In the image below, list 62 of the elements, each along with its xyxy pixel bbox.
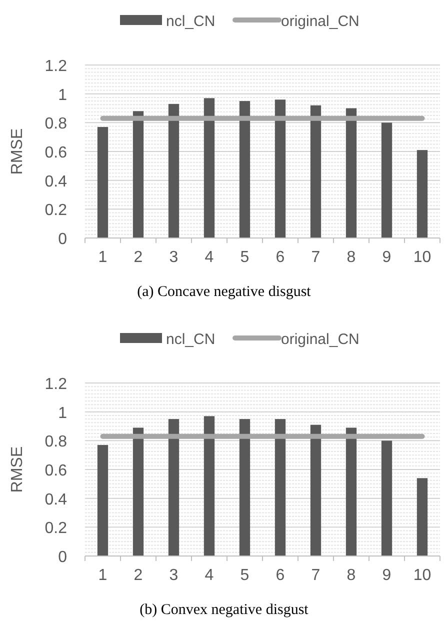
x-tick-label: 9: [382, 567, 392, 584]
legend-label: original_CN: [281, 331, 360, 348]
bar: [310, 105, 322, 238]
y-tick-label: 1: [58, 86, 68, 104]
x-tick-label: 2: [134, 249, 143, 266]
y-tick-label: 1: [58, 404, 68, 422]
y-tick-label: 0.6: [44, 144, 68, 162]
x-tick-label: 2: [134, 567, 143, 584]
y-axis-title: RMSE: [9, 446, 26, 493]
bar: [416, 478, 428, 556]
y-tick-label: 1.2: [44, 376, 68, 393]
x-tick-label: 3: [169, 249, 178, 266]
y-tick-label: 1.2: [44, 58, 68, 75]
bar: [168, 104, 180, 238]
y-tick-label: 0: [58, 549, 68, 566]
x-tick-label: 4: [204, 567, 214, 584]
y-axis-title: RMSE: [9, 128, 26, 175]
bar: [204, 416, 215, 556]
bar: [132, 428, 144, 556]
bar: [346, 428, 357, 556]
bar: [274, 100, 286, 238]
y-tick-label: 0: [58, 231, 68, 248]
x-tick-label: 8: [346, 249, 356, 266]
bar: [310, 424, 322, 556]
x-tick-label: 5: [240, 567, 250, 584]
y-tick-label: 0.4: [44, 491, 68, 508]
bar: [97, 126, 108, 238]
bar: [416, 150, 428, 238]
x-tick-label: 10: [413, 249, 432, 266]
x-tick-label: 4: [204, 249, 214, 266]
y-tick-label: 0.2: [44, 202, 68, 220]
y-tick-label: 0.8: [44, 434, 68, 451]
legend-label: original_CN: [281, 13, 360, 30]
x-tick-label: 8: [346, 567, 356, 584]
text: (a) Concave negative disgust: [137, 284, 312, 300]
x-tick-label: 6: [276, 249, 285, 266]
bar: [204, 98, 215, 238]
bar: [239, 419, 250, 556]
x-tick-label: 6: [276, 567, 285, 584]
x-tick-label: 7: [311, 249, 320, 266]
bar: [132, 111, 144, 238]
bar: [274, 419, 286, 556]
x-tick-label: 1: [98, 567, 108, 584]
bar: [381, 440, 392, 556]
bar: [239, 101, 250, 238]
bar: [97, 444, 108, 556]
y-tick-label: 0.6: [44, 462, 68, 480]
y-tick-label: 0.2: [44, 520, 68, 538]
bar: [168, 419, 180, 556]
x-tick-label: 5: [240, 249, 250, 266]
legend-label: ncl_CN: [166, 13, 216, 30]
y-tick-label: 0.4: [44, 173, 68, 190]
text: (b) Convex negative disgust: [140, 602, 310, 618]
bar: [381, 122, 392, 238]
x-tick-label: 3: [169, 567, 178, 584]
x-tick-label: 1: [98, 249, 108, 266]
x-tick-label: 7: [311, 567, 320, 584]
legend-label: ncl_CN: [166, 331, 216, 348]
bar: [346, 108, 357, 238]
x-tick-label: 9: [382, 249, 392, 266]
x-tick-label: 10: [413, 567, 432, 584]
y-tick-label: 0.8: [44, 116, 68, 133]
